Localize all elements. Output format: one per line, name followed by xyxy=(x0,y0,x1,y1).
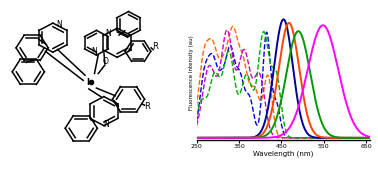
Text: N: N xyxy=(105,29,111,38)
Y-axis label: Fluorescence Intensity (au): Fluorescence Intensity (au) xyxy=(189,35,194,110)
Text: N: N xyxy=(57,20,62,29)
Text: Ir: Ir xyxy=(86,78,93,87)
Text: R: R xyxy=(144,102,150,110)
Text: O: O xyxy=(103,57,109,66)
Text: R: R xyxy=(152,42,158,51)
Text: N: N xyxy=(91,47,98,56)
Text: N: N xyxy=(103,120,109,129)
X-axis label: Wavelength (nm): Wavelength (nm) xyxy=(253,151,314,157)
